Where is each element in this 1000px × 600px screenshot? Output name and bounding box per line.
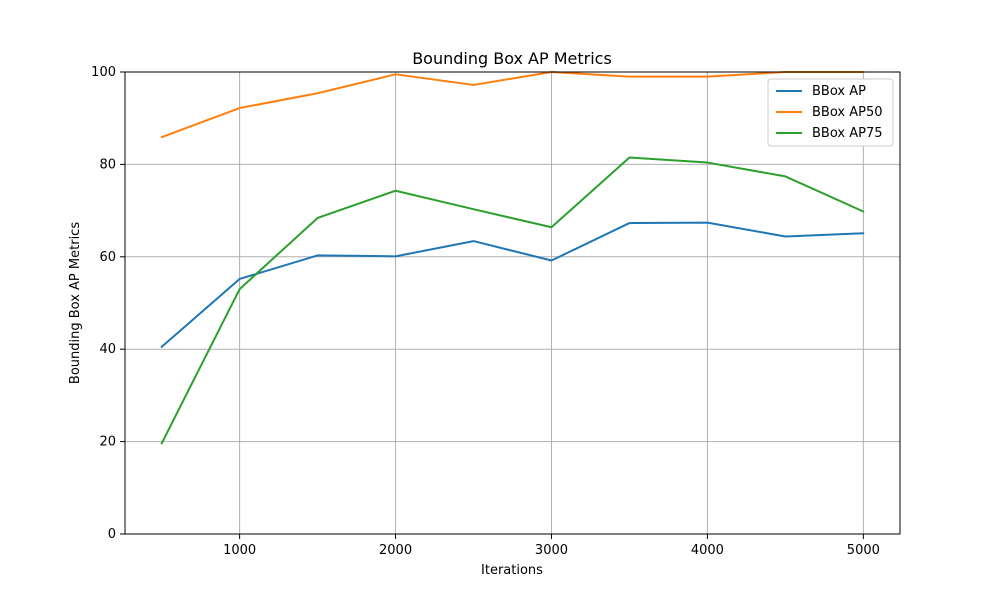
x-tick-label-5000: 5000: [847, 543, 880, 558]
series-line-bbox-ap75: [160, 156, 865, 445]
series-line-bbox-ap50: [160, 71, 865, 139]
y-tick-label-40: 40: [99, 342, 116, 357]
legend-label-bbox-ap: BBox AP: [812, 84, 866, 99]
y-axis-ticks: 0 20 40 60 80 100: [91, 65, 125, 542]
x-tick-label-4000: 4000: [691, 543, 724, 558]
series-lines: [160, 71, 865, 445]
series-line-bbox-ap: [160, 221, 865, 348]
x-tick-label-3000: 3000: [535, 543, 568, 558]
y-tick-label-0: 0: [108, 527, 116, 542]
x-axis-ticks: 1000 2000 3000 4000 5000: [223, 534, 880, 558]
x-axis-label: Iterations: [481, 563, 543, 578]
legend-label-bbox-ap50: BBox AP50: [812, 105, 883, 120]
y-tick-label-60: 60: [99, 250, 116, 265]
legend: BBox AP BBox AP50 BBox AP75: [767, 78, 894, 147]
y-tick-label-20: 20: [99, 435, 116, 450]
y-tick-label-80: 80: [99, 157, 116, 172]
y-tick-label-100: 100: [91, 65, 116, 80]
legend-box: [767, 78, 894, 147]
chart-title: Bounding Box AP Metrics: [412, 49, 612, 68]
legend-label-bbox-ap75: BBox AP75: [812, 126, 883, 141]
plot-area-frame: [124, 71, 901, 535]
x-tick-label-2000: 2000: [379, 543, 412, 558]
y-axis-label: Bounding Box AP Metrics: [68, 222, 83, 384]
x-tick-label-1000: 1000: [223, 543, 256, 558]
